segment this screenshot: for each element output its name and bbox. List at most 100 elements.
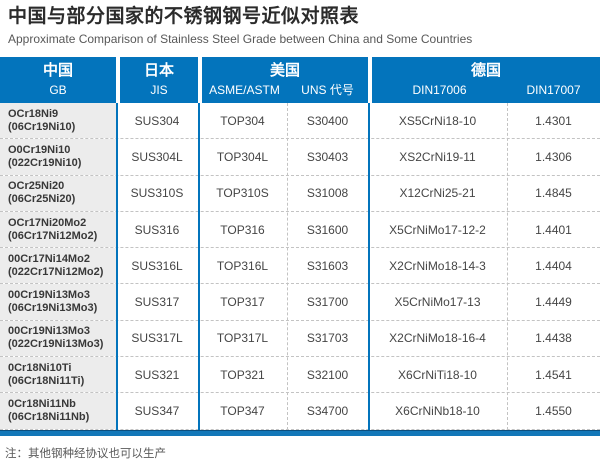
jis-grade-cell: SUS321: [134, 367, 180, 382]
asme-grade-cell: TOP347: [220, 404, 265, 419]
jis-grade-cell: SUS316L: [131, 258, 183, 273]
uns-code-cell: S31603: [306, 258, 349, 273]
table-row: 00Cr19Ni13Mo3 (06Cr19Ni13Mo3) SUS317 TOP…: [0, 284, 600, 321]
gb-grade-secondary: (06Cr17Ni12Mo2): [8, 229, 98, 242]
header-standard-jis: JIS: [150, 83, 168, 97]
din17006-grade-cell: XS5CrNi18-10: [398, 113, 477, 128]
header-block-germany: 德国 DIN17006 DIN17007: [372, 57, 600, 103]
gb-grade-cell: OCr25Ni20 (06Cr25Ni20): [0, 175, 116, 211]
column-divider-blue-2: [198, 103, 200, 430]
gb-grade-primary: 00Cr19Ni13Mo3: [8, 325, 90, 338]
gb-grade-cell: OCr18Ni9 (06Cr19Ni10): [0, 103, 116, 139]
header-standard-uns: UNS 代号: [301, 83, 354, 97]
din17007-number-cell: 1.4438: [535, 331, 572, 346]
din17006-grade-cell: X5CrNiMo17-13: [394, 295, 481, 310]
header-standard-gb: GB: [49, 83, 67, 97]
header-usa-substandards: ASME/ASTM UNS 代号: [202, 81, 368, 99]
uns-code-cell: S30400: [306, 113, 349, 128]
title-bar: 中国与部分国家的不锈钢钢号近似对照表 Approximate Compariso…: [0, 0, 600, 47]
din17007-number-cell: 1.4301: [535, 113, 572, 128]
gb-grade-secondary: (022Cr17Ni12Mo2): [8, 265, 104, 278]
gb-grade-cell: 00Cr17Ni14Mo2 (022Cr17Ni12Mo2): [0, 248, 116, 284]
jis-grade-cell: SUS347: [134, 404, 180, 419]
gb-grade-secondary: (06Cr18Ni11Nb): [8, 411, 90, 424]
gb-grade-primary: 00Cr17Ni14Mo2: [8, 252, 90, 265]
gb-grade-primary: O0Cr19Ni10: [8, 143, 71, 156]
header-block-china: 中国 GB: [0, 57, 116, 103]
gb-grade-cell: O0Cr19Ni10 (022Cr19Ni10): [0, 139, 116, 175]
din17007-number-cell: 1.4401: [535, 222, 572, 237]
gb-grade-secondary: (06Cr19Ni13Mo3): [8, 302, 98, 315]
header-country-china: 中国: [42, 62, 73, 79]
table-bottom-bar: [0, 429, 600, 436]
din17007-number-cell: 1.4845: [535, 186, 572, 201]
table-header: 中国 GB 日本 JIS 美国 ASME/ASTM UNS 代号 德国 DIN1…: [0, 57, 600, 103]
gb-grade-cell: 0Cr18Ni11Nb (06Cr18Ni11Nb): [0, 393, 116, 429]
din17006-grade-cell: X12CrNi25-21: [399, 186, 476, 201]
asme-grade-cell: TOP304: [220, 113, 265, 128]
table-row: 0Cr18Ni11Nb (06Cr18Ni11Nb) SUS347 TOP347…: [0, 393, 600, 430]
column-divider-blue-3: [368, 103, 370, 430]
column-divider-dashed-2: [507, 103, 508, 430]
uns-code-cell: S31600: [306, 222, 349, 237]
uns-code-cell: S31703: [306, 331, 349, 346]
table-row: 00Cr19Ni13Mo3 (022Cr19Ni13Mo3) SUS317L T…: [0, 320, 600, 358]
table-body: OCr18Ni9 (06Cr19Ni10) SUS304 TOP304 S304…: [0, 103, 600, 430]
gb-grade-primary: 00Cr19Ni13Mo3: [8, 289, 90, 302]
table-row: OCr25Ni20 (06Cr25Ni20) SUS310S TOP310S S…: [0, 175, 600, 212]
column-divider-blue-1: [116, 103, 118, 430]
din17007-number-cell: 1.4541: [535, 367, 572, 382]
gb-grade-cell: OCr17Ni20Mo2 (06Cr17Ni12Mo2): [0, 211, 116, 248]
din17006-grade-cell: X2CrNiMo18-14-3: [389, 258, 486, 273]
header-germany-substandards: DIN17006 DIN17007: [372, 81, 600, 99]
jis-grade-cell: SUS317: [134, 295, 180, 310]
gb-grade-cell: 00Cr19Ni13Mo3 (022Cr19Ni13Mo3): [0, 320, 116, 357]
asme-grade-cell: TOP317: [220, 295, 265, 310]
din17006-grade-cell: XS2CrNi19-11: [399, 149, 476, 164]
gb-grade-cell: 00Cr19Ni13Mo3 (06Cr19Ni13Mo3): [0, 284, 116, 320]
steel-grade-table: 中国 GB 日本 JIS 美国 ASME/ASTM UNS 代号 德国 DIN1…: [0, 57, 600, 436]
header-standard-asme: ASME/ASTM: [209, 83, 280, 97]
gb-grade-primary: 0Cr18Ni11Nb: [8, 398, 76, 411]
uns-code-cell: S31008: [306, 186, 349, 201]
jis-grade-cell: SUS310S: [130, 186, 184, 201]
table-row: 0Cr18Ni10Ti (06Cr18Ni11Ti) SUS321 TOP321…: [0, 357, 600, 394]
header-country-usa: 美国: [269, 62, 300, 79]
footnote: 注：其他钢种经协议也可以生产: [5, 447, 166, 460]
gb-grade-primary: 0Cr18Ni10Ti: [8, 361, 72, 374]
header-block-usa: 美国 ASME/ASTM UNS 代号: [202, 57, 368, 103]
table-row: O0Cr19Ni10 (022Cr19Ni10) SUS304L TOP304L…: [0, 139, 600, 176]
din17007-number-cell: 1.4449: [535, 295, 572, 310]
table-row: OCr17Ni20Mo2 (06Cr17Ni12Mo2) SUS316 TOP3…: [0, 211, 600, 249]
asme-grade-cell: TOP321: [220, 367, 265, 382]
gb-grade-secondary: (06Cr18Ni11Ti): [8, 374, 85, 387]
uns-code-cell: S32100: [306, 367, 349, 382]
jis-grade-cell: SUS304L: [131, 149, 183, 164]
din17006-grade-cell: X6CrNiNb18-10: [395, 404, 480, 419]
din17007-number-cell: 1.4306: [535, 149, 572, 164]
asme-grade-cell: TOP310S: [216, 186, 269, 201]
header-standard-din17007: DIN17007: [526, 83, 581, 97]
asme-grade-cell: TOP317L: [216, 331, 269, 346]
jis-grade-cell: SUS317L: [131, 331, 183, 346]
gb-grade-secondary: (022Cr19Ni10): [8, 156, 82, 169]
header-country-japan: 日本: [143, 62, 174, 79]
gb-grade-secondary: (022Cr19Ni13Mo3): [8, 338, 104, 351]
gb-grade-cell: 0Cr18Ni10Ti (06Cr18Ni11Ti): [0, 357, 116, 393]
uns-code-cell: S34700: [306, 404, 349, 419]
table-row: 00Cr17Ni14Mo2 (022Cr17Ni12Mo2) SUS316L T…: [0, 248, 600, 285]
din17006-grade-cell: X2CrNiMo18-16-4: [389, 331, 486, 346]
header-country-germany: 德国: [470, 62, 501, 79]
page-subtitle: Approximate Comparison of Stainless Stee…: [8, 32, 473, 46]
page-title: 中国与部分国家的不锈钢钢号近似对照表: [8, 6, 360, 27]
din17007-number-cell: 1.4404: [535, 258, 572, 273]
header-block-japan: 日本 JIS: [120, 57, 198, 103]
jis-grade-cell: SUS316: [134, 222, 180, 237]
gb-grade-secondary: (06Cr19Ni10): [8, 120, 76, 133]
asme-grade-cell: TOP316: [220, 222, 265, 237]
din17007-number-cell: 1.4550: [535, 404, 572, 419]
gb-grade-primary: OCr25Ni20: [8, 180, 65, 193]
din17006-grade-cell: X6CrNiTi18-10: [398, 367, 477, 382]
uns-code-cell: S30403: [306, 149, 349, 164]
